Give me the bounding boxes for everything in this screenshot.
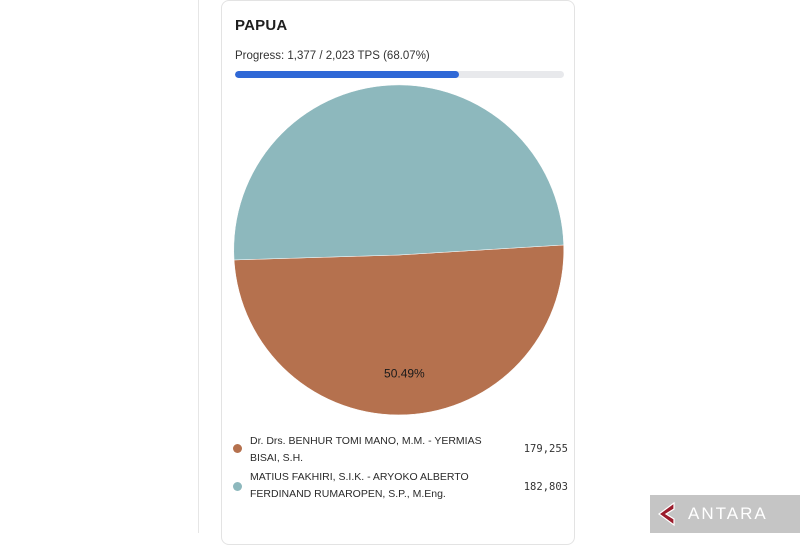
legend-label: Dr. Drs. BENHUR TOMI MANO, M.M. - YERMIA… <box>250 435 482 464</box>
antara-logo-icon <box>657 501 675 527</box>
legend-label: MATIUS FAKHIRI, S.I.K. - ARYOKO ALBERTO … <box>250 471 469 500</box>
legend-dot-icon <box>233 482 242 491</box>
pie-chart: 49.51%50.49% <box>233 84 564 416</box>
watermark-text: ANTARA <box>688 504 768 523</box>
progress-text: Progress: 1,377 / 2,023 TPS (68.07%) <box>235 50 430 62</box>
pie-slice-0[interactable] <box>233 244 564 416</box>
legend-value: 179,255 <box>523 443 568 455</box>
legend-dot-icon <box>233 444 242 453</box>
progress-bar <box>235 71 564 78</box>
progress-bar-fill <box>235 71 459 78</box>
pie-slice-1[interactable] <box>233 84 564 261</box>
legend-value: 182,803 <box>523 481 568 493</box>
left-panel-edge <box>198 0 202 533</box>
region-card: PAPUA Progress: 1,377 / 2,023 TPS (68.07… <box>221 0 575 545</box>
pie-slice-label-1: 50.49% <box>384 367 425 381</box>
antara-watermark: ANTARA <box>650 495 800 533</box>
card-title: PAPUA <box>235 17 288 34</box>
